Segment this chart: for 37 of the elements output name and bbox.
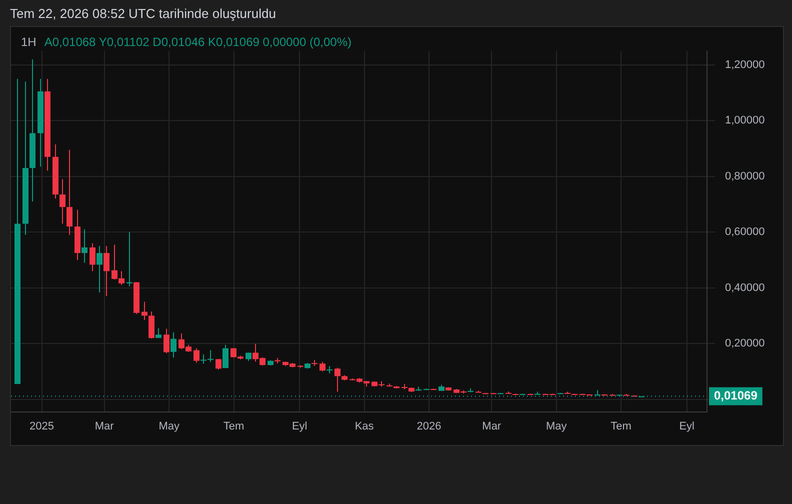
candlestick bbox=[82, 228, 88, 264]
candlestick bbox=[170, 332, 176, 358]
candlestick bbox=[104, 246, 110, 297]
y-tick-label: 1,00000 bbox=[725, 114, 765, 127]
candlestick bbox=[90, 242, 96, 272]
x-tick-label: 2026 bbox=[416, 420, 442, 432]
y-tick-label: 1,20000 bbox=[725, 58, 765, 71]
x-tick-label: Tem bbox=[610, 420, 632, 432]
candlestick bbox=[194, 348, 200, 364]
candlestick bbox=[164, 328, 170, 354]
candlestick bbox=[126, 232, 132, 287]
y-tick-label: 0,60000 bbox=[725, 226, 765, 238]
chart-title: 1H bbox=[21, 35, 36, 49]
candlestick bbox=[66, 149, 72, 236]
x-tick-label: Mar bbox=[94, 420, 114, 432]
candlestick bbox=[96, 246, 102, 294]
text: Tem 22, 2026 08:52 UTC tarihinde oluşturuldu bbox=[10, 6, 276, 21]
x-tick-label: May bbox=[546, 420, 568, 432]
candlestick bbox=[148, 311, 154, 340]
candlestick bbox=[320, 361, 326, 372]
x-tick-label: Eyl bbox=[679, 420, 694, 432]
y-tick-label: 0,20000 bbox=[725, 338, 765, 350]
candlestick bbox=[60, 178, 66, 224]
y-tick-label: 0,40000 bbox=[725, 282, 765, 294]
candlestick bbox=[156, 328, 162, 338]
x-tick-label: Mar bbox=[482, 420, 502, 432]
y-tick-label: 0,80000 bbox=[725, 170, 765, 182]
chart-subtitle: A0,01068 Y0,01102 D0,01046 K0,01069 0,00000 (0,00%) bbox=[44, 35, 352, 49]
x-tick-label: Eyl bbox=[292, 420, 308, 432]
x-tick-label: May bbox=[158, 420, 180, 432]
x-tick-label: Tem bbox=[223, 420, 244, 432]
candlestick bbox=[334, 367, 340, 392]
x-tick-label: Kas bbox=[354, 420, 374, 432]
candlestick bbox=[326, 366, 332, 374]
ref-line-label: 0,01069 bbox=[714, 388, 758, 403]
x-tick-label: 2025 bbox=[30, 420, 54, 432]
candlestick bbox=[222, 344, 228, 369]
